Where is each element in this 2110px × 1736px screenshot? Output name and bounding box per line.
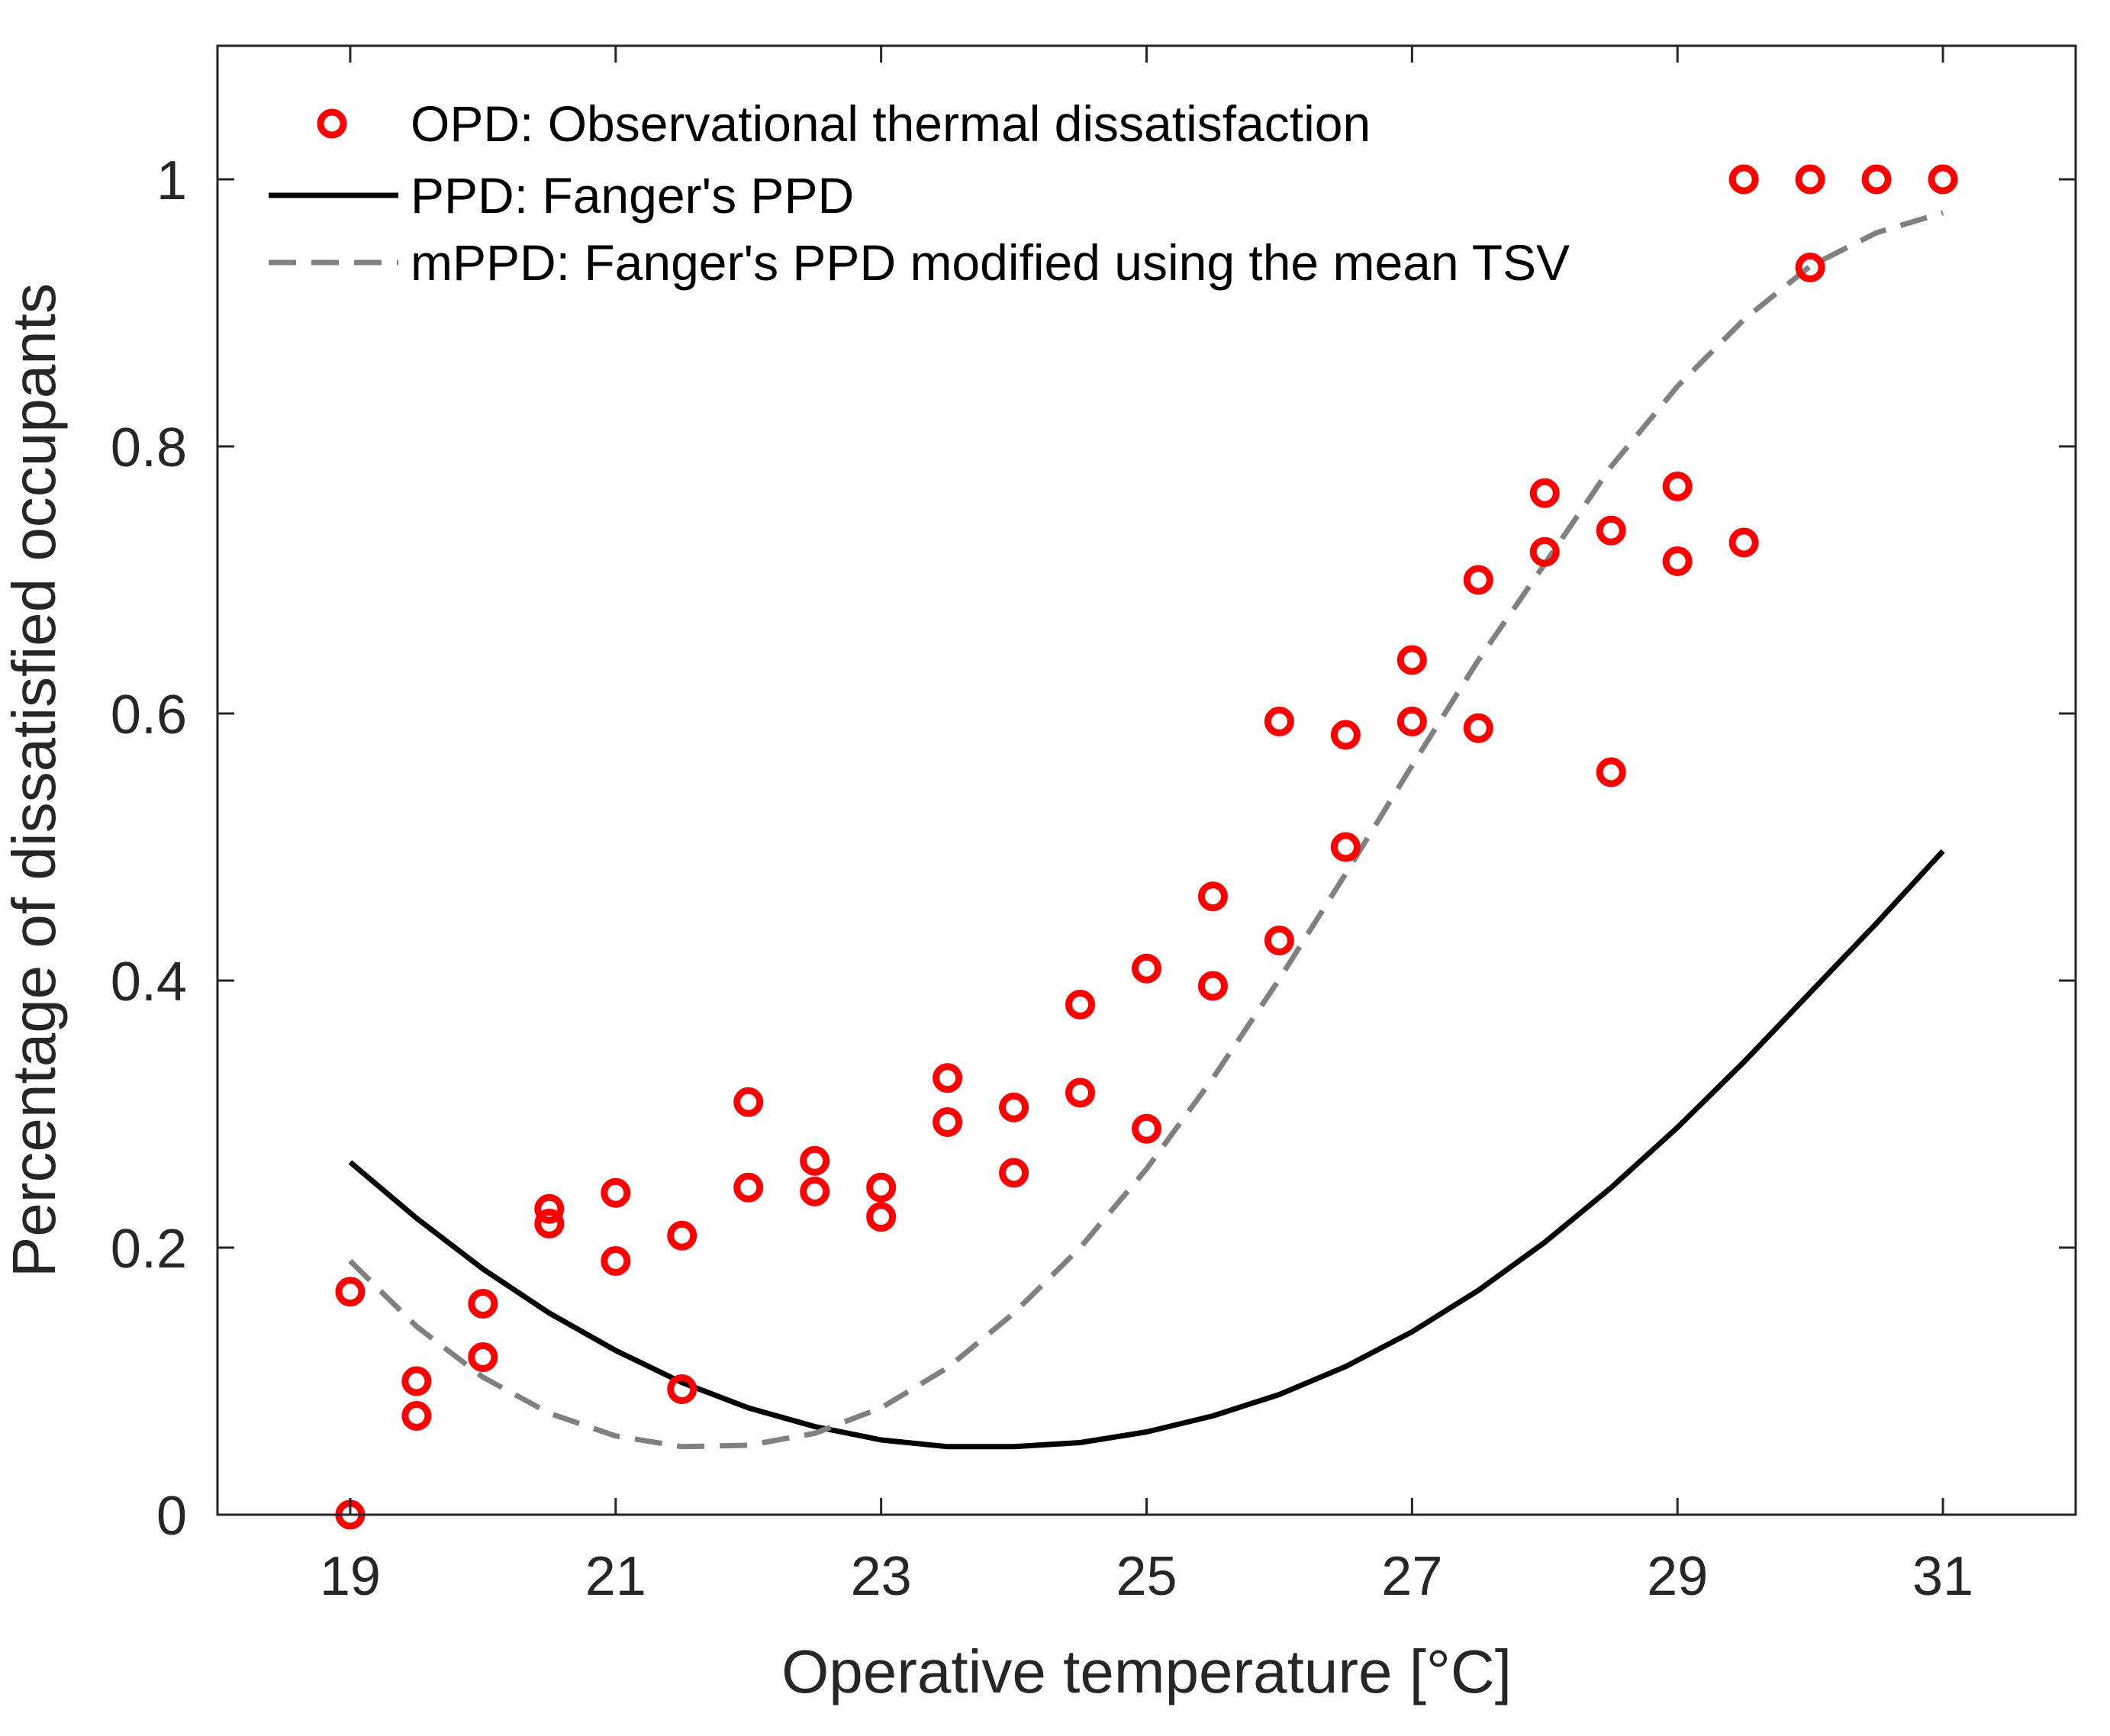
mppd-line [348, 210, 1944, 1450]
y-tick-label: 0 [156, 1486, 187, 1547]
legend-label-ppd: PPD: Fanger's PPD [411, 167, 854, 224]
opd-point [401, 1366, 432, 1396]
x-tick-label: 21 [585, 1546, 646, 1607]
opd-point [1795, 164, 1825, 195]
x-tick-labels: 19 21 23 25 27 29 31 [320, 1546, 1973, 1607]
y-tick-label: 0.6 [111, 684, 187, 746]
legend-label-opd: OPD: Observational thermal dissatisfacti… [411, 95, 1371, 152]
opd-point [733, 1087, 764, 1117]
x-axis-title: Operative temperature [°C] [781, 1638, 1512, 1705]
opd-point [1728, 164, 1759, 195]
x-tick-label: 27 [1381, 1546, 1442, 1607]
opd-point [1596, 757, 1626, 787]
opd-point [800, 1177, 830, 1206]
opd-point [534, 1193, 565, 1224]
opd-point [866, 1202, 897, 1232]
opd-point [999, 1092, 1029, 1122]
opd-point [1330, 832, 1361, 862]
axis-ticks [217, 46, 2076, 1516]
x-tick-label: 31 [1912, 1546, 1973, 1607]
opd-point [800, 1145, 830, 1176]
opd-point [1396, 707, 1427, 736]
y-tick-label: 0.8 [111, 417, 187, 478]
opd-point [1197, 971, 1228, 1001]
opd-point [1861, 164, 1892, 195]
y-tick-label: 1 [156, 150, 187, 211]
opd-point [1065, 990, 1096, 1019]
legend: OPD: Observational thermal dissatisfacti… [269, 95, 1570, 291]
opd-point [1463, 713, 1493, 743]
opd-point [933, 1107, 963, 1137]
opd-point [667, 1374, 697, 1404]
opd-point [1197, 881, 1228, 912]
opd-point [1928, 164, 1958, 195]
opd-point [1662, 472, 1693, 501]
opd-point [667, 1220, 697, 1251]
legend-marker-opd [317, 108, 347, 139]
opd-point [534, 1209, 565, 1238]
opd-point [601, 1246, 631, 1276]
opd-point [468, 1342, 498, 1372]
opd-point [1795, 253, 1825, 282]
opd-point [1132, 953, 1161, 984]
opd-point [1396, 645, 1427, 675]
opd-point [1065, 1077, 1096, 1108]
opd-point [1662, 546, 1693, 576]
y-axis-title: Percentage of dissatisfied occupants [0, 283, 68, 1277]
opd-point [1264, 707, 1294, 736]
x-tick-label: 19 [320, 1546, 381, 1607]
opd-point [1596, 515, 1626, 546]
x-tick-label: 29 [1647, 1546, 1708, 1607]
y-tick-label: 0.4 [111, 952, 187, 1013]
opd-point [1264, 926, 1294, 955]
x-tick-label: 25 [1116, 1546, 1177, 1607]
opd-point [999, 1158, 1029, 1188]
ppd-line [348, 849, 1945, 1450]
y-tick-label: 0.2 [111, 1219, 187, 1280]
y-tick-labels: 0 0.2 0.4 0.6 0.8 1 [111, 150, 187, 1547]
opd-point [1529, 536, 1560, 567]
opd-point [601, 1177, 631, 1208]
opd-point [1330, 720, 1361, 750]
opd-point [1728, 527, 1759, 558]
opd-point [733, 1172, 764, 1203]
opd-point [401, 1401, 432, 1431]
x-tick-label: 23 [851, 1546, 912, 1607]
opd-point [866, 1172, 897, 1203]
opd-point [1132, 1113, 1161, 1144]
opd-point [1529, 478, 1560, 508]
plot-area [335, 164, 1958, 1530]
opd-point [468, 1289, 498, 1319]
opd-point [933, 1063, 963, 1093]
opd-point [335, 1277, 366, 1307]
legend-label-mppd: mPPD: Fanger's PPD modified using the me… [411, 234, 1570, 291]
opd-point [1463, 565, 1493, 595]
